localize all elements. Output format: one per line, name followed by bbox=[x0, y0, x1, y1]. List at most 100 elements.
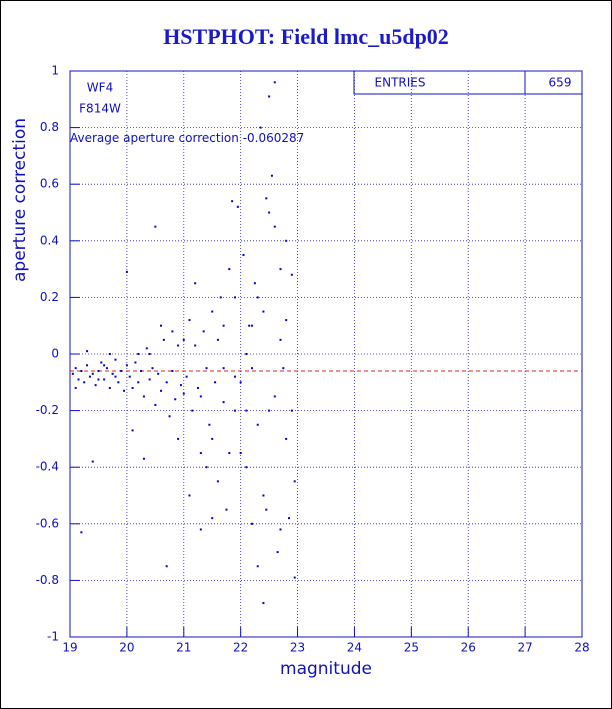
point bbox=[182, 338, 185, 341]
point bbox=[142, 457, 145, 460]
point bbox=[177, 344, 180, 347]
point bbox=[251, 367, 254, 370]
point bbox=[157, 372, 160, 375]
point bbox=[251, 522, 254, 525]
point bbox=[211, 437, 214, 440]
point bbox=[174, 398, 177, 401]
point bbox=[273, 225, 276, 228]
point bbox=[171, 330, 174, 333]
point bbox=[182, 392, 185, 395]
point bbox=[111, 372, 114, 375]
x-tick-label: 24 bbox=[347, 641, 362, 655]
point bbox=[285, 437, 288, 440]
point bbox=[256, 296, 259, 299]
y-tick-label: -0.8 bbox=[36, 573, 59, 587]
point bbox=[276, 551, 279, 554]
point bbox=[80, 369, 83, 372]
y-tick-label: 1 bbox=[51, 64, 59, 78]
point bbox=[268, 95, 271, 98]
point bbox=[80, 531, 83, 534]
point bbox=[245, 409, 248, 412]
x-tick-label: 21 bbox=[176, 641, 191, 655]
point bbox=[205, 466, 208, 469]
point bbox=[154, 225, 157, 228]
average-value: -0.060287 bbox=[243, 131, 305, 145]
point bbox=[239, 381, 242, 384]
point bbox=[125, 270, 128, 273]
point bbox=[108, 353, 111, 355]
point bbox=[222, 401, 225, 404]
point bbox=[285, 319, 288, 322]
y-tick-label: -1 bbox=[47, 630, 59, 644]
point bbox=[86, 350, 89, 353]
point bbox=[77, 378, 80, 381]
point bbox=[285, 239, 288, 242]
point bbox=[120, 369, 123, 372]
point bbox=[165, 565, 168, 568]
y-tick-label: -0.6 bbox=[36, 516, 59, 530]
point bbox=[231, 200, 234, 203]
point bbox=[177, 437, 180, 440]
point bbox=[83, 381, 86, 384]
point bbox=[74, 367, 77, 370]
y-tick-label: 0.8 bbox=[40, 120, 59, 134]
y-tick-label: 0.4 bbox=[40, 233, 59, 247]
point bbox=[160, 324, 163, 327]
point bbox=[233, 375, 236, 378]
point bbox=[142, 395, 145, 398]
point bbox=[179, 384, 182, 387]
point bbox=[199, 395, 202, 398]
point bbox=[103, 378, 106, 381]
point bbox=[151, 367, 154, 370]
point bbox=[114, 375, 117, 378]
x-tick-label: 19 bbox=[62, 641, 77, 655]
point bbox=[148, 378, 151, 381]
point bbox=[253, 282, 256, 285]
point bbox=[242, 253, 245, 256]
point bbox=[202, 330, 205, 333]
x-tick-label: 22 bbox=[233, 641, 248, 655]
point bbox=[145, 347, 148, 350]
point bbox=[185, 375, 188, 378]
point bbox=[194, 282, 197, 285]
point bbox=[273, 81, 276, 84]
x-tick-label: 23 bbox=[290, 641, 305, 655]
point bbox=[279, 528, 282, 531]
point bbox=[290, 409, 293, 412]
point bbox=[228, 268, 231, 271]
x-tick-label: 26 bbox=[461, 641, 476, 655]
point bbox=[117, 381, 120, 384]
point bbox=[188, 319, 191, 322]
point bbox=[154, 403, 157, 406]
y-tick-label: 0.6 bbox=[40, 177, 59, 191]
point bbox=[273, 395, 276, 398]
point bbox=[268, 211, 271, 214]
point bbox=[91, 460, 94, 463]
point bbox=[134, 361, 137, 364]
point bbox=[199, 528, 202, 531]
point bbox=[148, 353, 151, 355]
annotation: F814W bbox=[79, 102, 121, 116]
x-axis-label: magnitude bbox=[280, 659, 372, 679]
point bbox=[165, 381, 168, 384]
point bbox=[282, 367, 285, 370]
point bbox=[279, 338, 282, 341]
point bbox=[256, 565, 259, 568]
point bbox=[256, 423, 259, 426]
point bbox=[91, 372, 94, 375]
stats-label: ENTRIES bbox=[375, 76, 426, 90]
point bbox=[97, 369, 100, 372]
point bbox=[188, 494, 191, 497]
point bbox=[191, 409, 194, 412]
point bbox=[94, 384, 97, 387]
point bbox=[128, 375, 131, 378]
point bbox=[248, 324, 251, 327]
point bbox=[268, 409, 271, 412]
point bbox=[168, 415, 171, 418]
point bbox=[279, 268, 282, 271]
point bbox=[222, 324, 225, 327]
point bbox=[211, 517, 214, 520]
point bbox=[137, 353, 140, 355]
point bbox=[86, 364, 89, 367]
